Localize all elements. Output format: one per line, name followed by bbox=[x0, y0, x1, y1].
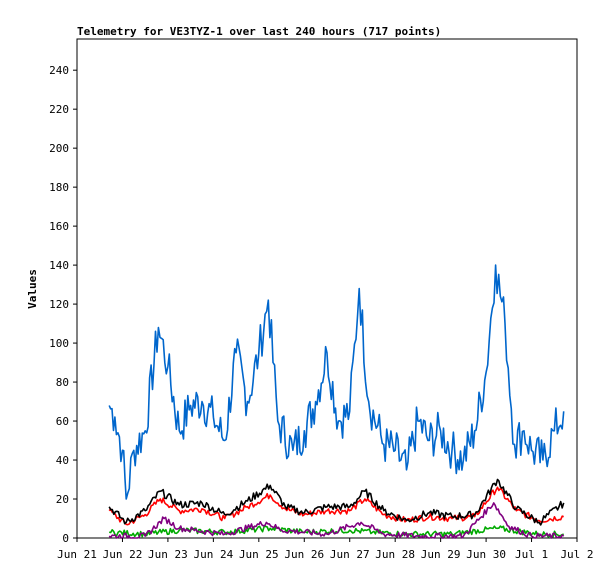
y-tick-label: 180 bbox=[49, 181, 69, 194]
x-tick-label: Jul 2 bbox=[560, 548, 593, 561]
y-tick-label: 20 bbox=[56, 493, 69, 506]
y-axis: 0 20 40 60 80 100 120 140 160 180 200 220 240 bbox=[49, 64, 77, 545]
x-tick-label: Jun 24 bbox=[193, 548, 233, 561]
y-tick-label: 120 bbox=[49, 298, 69, 311]
x-tick-label: Jul 1 bbox=[515, 548, 548, 561]
x-tick-label: Jun 22 bbox=[103, 548, 143, 561]
x-tick-label: Jun 29 bbox=[421, 548, 461, 561]
series-line-2 bbox=[108, 486, 564, 526]
x-axis: Jun 21 Jun 22 Jun 23 Jun 24 Jun 25 Jun 26 Jun … bbox=[57, 538, 594, 561]
y-tick-label: 140 bbox=[49, 259, 69, 272]
y-tick-label: 220 bbox=[49, 103, 69, 116]
chart-title: Telemetry for VE3TYZ-1 over last 240 hou… bbox=[77, 25, 441, 38]
x-tick-label: Jun 28 bbox=[375, 548, 415, 561]
x-tick-label: Jun 25 bbox=[239, 548, 279, 561]
series-line-1 bbox=[108, 264, 565, 500]
plot-frame bbox=[76, 38, 578, 539]
x-tick-label: Jun 30 bbox=[466, 548, 506, 561]
series-line-3 bbox=[108, 478, 565, 526]
x-tick-label: Jun 23 bbox=[148, 548, 188, 561]
series-layer bbox=[108, 264, 565, 539]
y-tick-label: 0 bbox=[62, 532, 69, 545]
y-tick-label: 60 bbox=[56, 415, 69, 428]
y-tick-label: 80 bbox=[56, 376, 69, 389]
series-line-5 bbox=[108, 502, 565, 539]
y-tick-label: 200 bbox=[49, 142, 69, 155]
x-tick-label: Jun 21 bbox=[57, 548, 97, 561]
x-tick-label: Jun 26 bbox=[284, 548, 324, 561]
y-tick-label: 100 bbox=[49, 337, 69, 350]
series-line-4 bbox=[109, 525, 564, 538]
y-tick-label: 160 bbox=[49, 220, 69, 233]
y-tick-label: 40 bbox=[56, 454, 69, 467]
y-axis-label: Values bbox=[26, 269, 39, 309]
y-tick-label: 240 bbox=[49, 64, 69, 77]
x-tick-label: Jun 27 bbox=[330, 548, 370, 561]
